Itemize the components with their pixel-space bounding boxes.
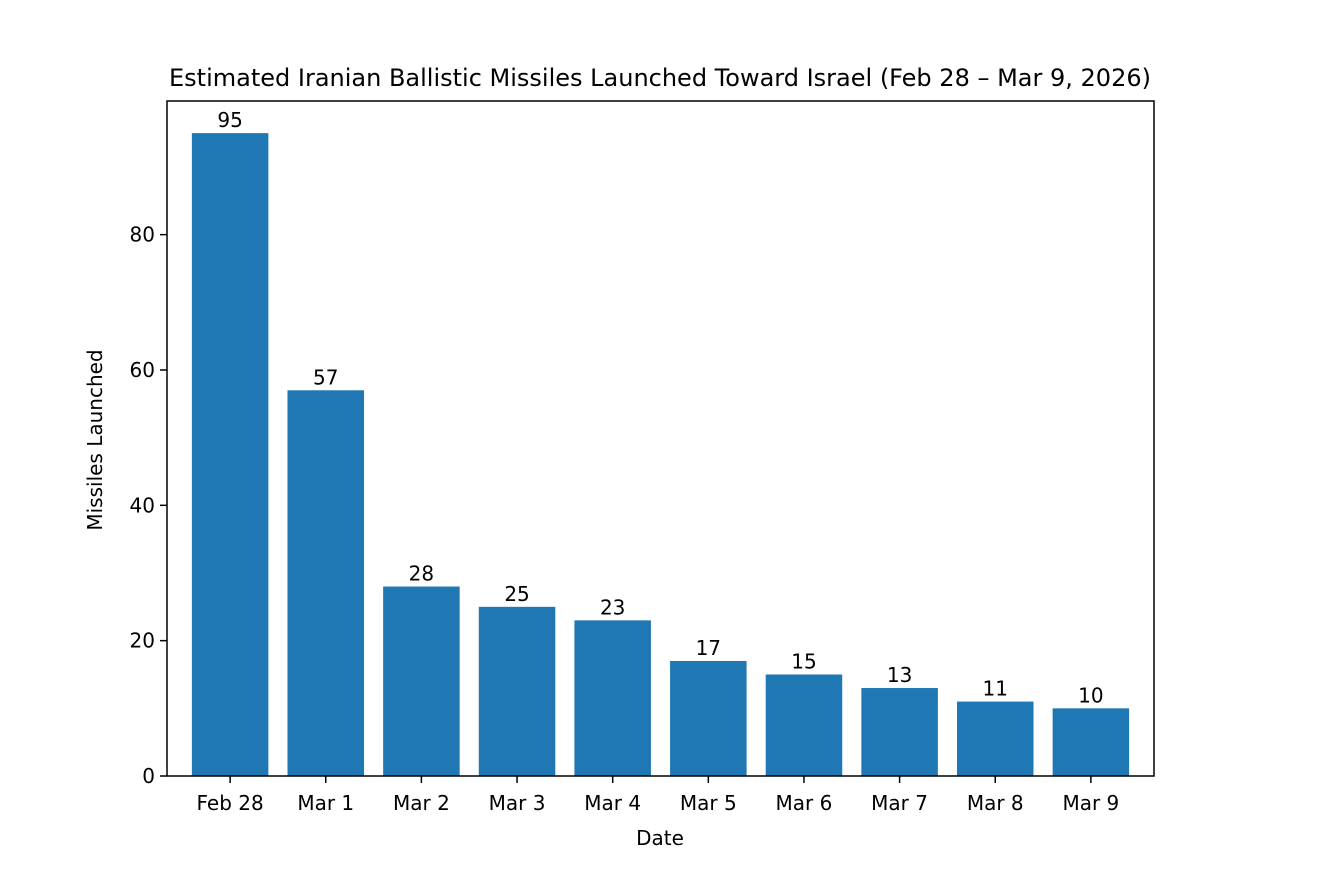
bar-mar-1	[287, 390, 365, 776]
plot-frame	[166, 100, 1155, 777]
bar-mar-2	[383, 586, 460, 776]
data-label: 25	[504, 582, 529, 606]
bar-mar-4	[574, 620, 651, 776]
x-tick-label: Mar 1	[297, 791, 354, 815]
y-tick-label: 80	[130, 223, 155, 247]
bar-mar-3	[478, 606, 556, 776]
data-label: 10	[1078, 683, 1103, 707]
bar-mar-5	[670, 660, 747, 776]
data-label: 28	[409, 562, 434, 586]
data-label: 15	[791, 649, 816, 673]
data-label: 95	[217, 108, 242, 132]
y-tick-label: 0	[142, 764, 155, 788]
x-tick-label: Mar 6	[776, 791, 833, 815]
x-tick-label: Mar 2	[393, 791, 450, 815]
data-label: 23	[600, 595, 625, 619]
chart-title: Estimated Iranian Ballistic Missiles Lau…	[169, 64, 1151, 92]
x-tick-label: Mar 8	[967, 791, 1024, 815]
x-tick-label: Mar 4	[584, 791, 641, 815]
data-label: 11	[983, 677, 1008, 701]
x-tick-label: Mar 5	[680, 791, 737, 815]
bar-mar-9	[1052, 708, 1130, 776]
data-label: 17	[696, 636, 721, 660]
y-tick-label: 20	[130, 629, 155, 653]
bar-feb-28	[191, 133, 269, 777]
bar-mar-7	[861, 688, 938, 776]
bar-mar-8	[956, 701, 1034, 776]
x-tick-label: Mar 9	[1062, 791, 1119, 815]
x-tick-label: Feb 28	[197, 791, 264, 815]
plot-area: 95 Feb 28 57 Mar 1 28 Mar 2 25 Mar 3 23 Mar 4 17 Ma…	[130, 100, 1155, 815]
x-tick-label: Mar 7	[871, 791, 928, 815]
x-tick-label: Mar 3	[489, 791, 546, 815]
bar-mar-6	[765, 674, 843, 776]
x-axis-label: Date	[636, 826, 684, 850]
data-label: 57	[313, 365, 338, 389]
y-tick-label: 60	[130, 358, 155, 382]
y-axis-label: Missiles Launched	[83, 349, 107, 530]
data-label: 13	[887, 663, 912, 687]
y-tick-label: 40	[130, 493, 155, 517]
